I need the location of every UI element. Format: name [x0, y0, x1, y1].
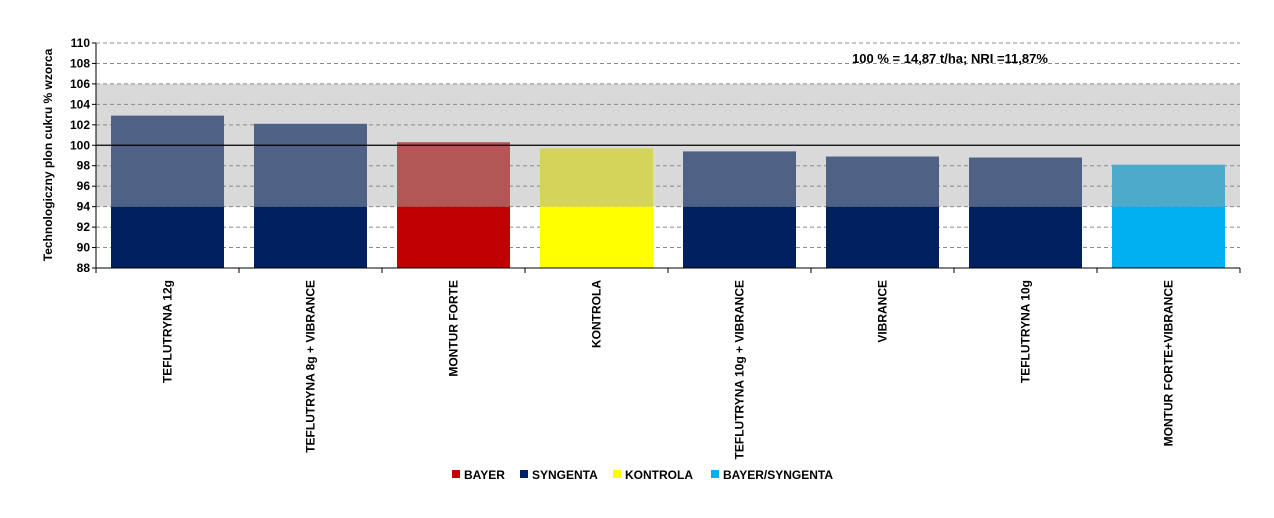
bar	[397, 142, 510, 207]
y-tick-label: 100	[70, 138, 90, 152]
x-tick-label: KONTROLA	[590, 280, 604, 348]
legend-label: BAYER	[464, 468, 505, 482]
y-tick-label: 88	[77, 261, 91, 275]
bar	[683, 151, 796, 207]
bar-base	[826, 206, 939, 268]
legend-label: KONTROLA	[625, 468, 693, 482]
bar	[969, 157, 1082, 207]
bar-base	[397, 206, 510, 268]
x-tick-label: TEFLUTRYNA 10g + VIBRANCE	[733, 280, 747, 459]
x-tick-label: MONTUR FORTE+VIBRANCE	[1162, 280, 1176, 446]
legend-swatch	[520, 470, 528, 478]
plot-area: 88 90 92 94 96 98 100 102 104 106 108 110 TEFLUTRYNA…	[70, 36, 1241, 459]
y-axis-label: Technologiczny plon cukru % wzorca	[41, 48, 55, 261]
bar	[826, 156, 939, 207]
y-tick-label: 98	[77, 159, 91, 173]
bar-base	[683, 206, 796, 268]
y-tick-label: 96	[77, 179, 91, 193]
bar	[254, 123, 367, 207]
y-tick-label: 104	[70, 97, 90, 111]
y-tick-label: 92	[77, 220, 91, 234]
legend-label: SYNGENTA	[532, 468, 598, 482]
legend-swatch	[613, 470, 621, 478]
y-tick-label: 102	[70, 118, 90, 132]
bar	[1112, 164, 1225, 207]
x-tick-label: MONTUR FORTE	[447, 280, 461, 377]
y-tick-label: 110	[71, 36, 91, 50]
y-tick-label: 94	[77, 200, 91, 214]
legend: BAYER SYNGENTA KONTROLA BAYER/SYNGENTA	[452, 468, 833, 482]
bar-base	[969, 206, 1082, 268]
x-tick-label: VIBRANCE	[876, 280, 890, 343]
bar	[111, 115, 224, 207]
y-tick-label: 90	[77, 241, 91, 255]
y-tick-label: 106	[70, 77, 90, 91]
legend-swatch	[452, 470, 460, 478]
x-tick-label: TEFLUTRYNA 10g	[1019, 280, 1033, 383]
bar-base	[540, 206, 653, 268]
x-tick-label: TEFLUTRYNA 12g	[161, 280, 175, 383]
bar	[540, 148, 653, 207]
legend-swatch	[711, 470, 719, 478]
chart-annotation: 100 % = 14,87 t/ha; NRI =11,87%	[852, 51, 1048, 66]
bar-base	[111, 206, 224, 268]
legend-label: BAYER/SYNGENTA	[723, 468, 833, 482]
y-tick-label: 108	[70, 56, 90, 70]
bar-base	[254, 206, 367, 268]
bar-base	[1112, 206, 1225, 268]
x-tick-label: TEFLUTRYNA 8g + VIBRANCE	[304, 280, 318, 453]
